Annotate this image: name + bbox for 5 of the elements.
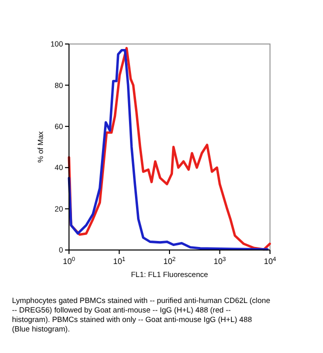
x-tick-label: 10$^{4}$ bbox=[264, 256, 277, 266]
x-tick-label: 10$^{3}$ bbox=[214, 256, 227, 266]
x-tick-label: 10$^{0}$ bbox=[62, 256, 76, 266]
x-tick-label: 10$^{1}$ bbox=[113, 256, 126, 266]
x-tick-label: 10$^{2}$ bbox=[163, 256, 176, 266]
